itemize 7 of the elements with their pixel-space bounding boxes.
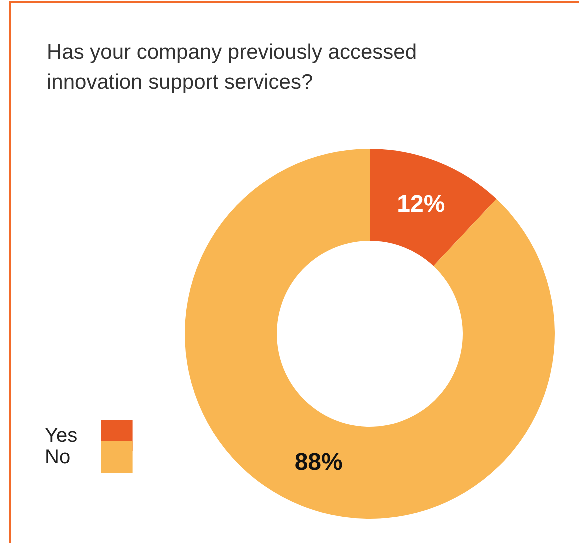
- donut-slice: [185, 149, 555, 519]
- chart-title: Has your company previously accessed innovation support services?: [47, 40, 418, 96]
- data-label: 88%: [294, 449, 343, 476]
- legend-label: No: [45, 446, 71, 468]
- donut-slice: [370, 149, 497, 266]
- data-label: 12%: [397, 190, 446, 218]
- legend-label: Yes: [45, 424, 78, 447]
